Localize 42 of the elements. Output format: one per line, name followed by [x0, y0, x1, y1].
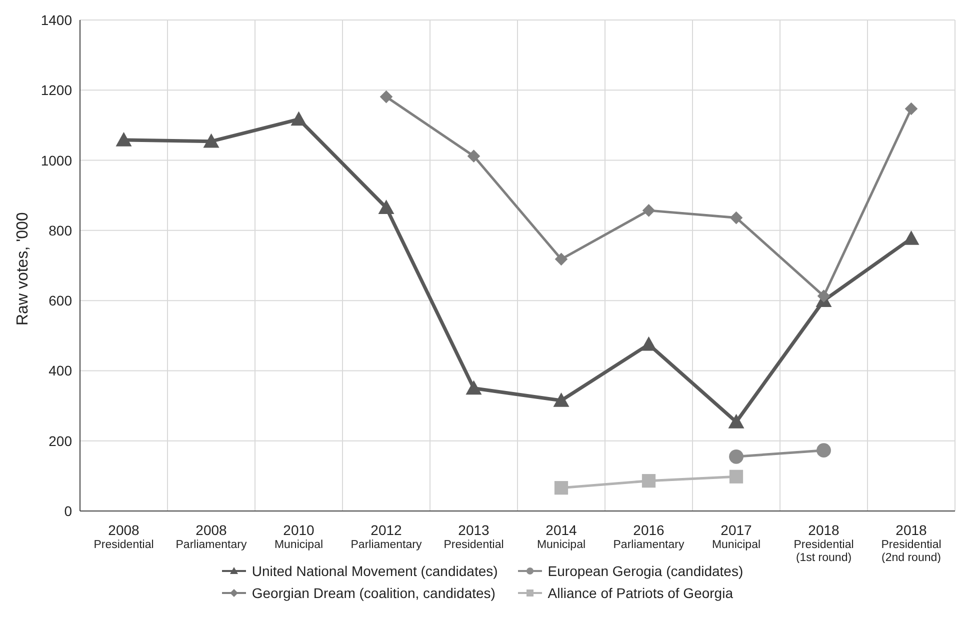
y-tick-label: 1200 — [40, 82, 72, 98]
legend-label: European Gerogia (candidates) — [548, 563, 744, 579]
point — [730, 211, 743, 224]
point — [554, 481, 568, 495]
point — [378, 200, 394, 214]
point — [817, 290, 830, 302]
x-tick-label: 2008 Presidential — [94, 522, 154, 551]
point — [380, 90, 393, 104]
legend-label: United National Movement (candidates) — [252, 563, 498, 579]
point — [640, 336, 657, 351]
point — [466, 380, 482, 395]
point — [642, 474, 656, 488]
y-tick-label: 200 — [48, 432, 72, 449]
point — [728, 414, 744, 428]
y-tick-label: 800 — [48, 222, 72, 238]
point — [553, 392, 570, 407]
point — [729, 449, 744, 464]
legend-label: Georgian Dream (coalition, candidates) — [252, 585, 496, 601]
point — [642, 204, 656, 217]
x-tick-label: 2012 Parliamentary — [350, 522, 422, 551]
point — [203, 133, 220, 148]
x-tick-label: 2017 Municipal — [712, 522, 761, 551]
point — [903, 230, 920, 245]
y-tick-label: 0 — [64, 502, 72, 519]
legend-label: Alliance of Patriots of Georgia — [548, 585, 733, 601]
x-tick-label: 2016 Parliamentary — [613, 522, 684, 551]
point — [729, 470, 744, 484]
point — [290, 111, 307, 126]
point — [467, 150, 480, 162]
x-tick-label: 2010 Municipal — [274, 522, 324, 551]
y-tick-label: 1400 — [40, 12, 72, 28]
point — [816, 443, 831, 458]
y-tick-label: 600 — [48, 292, 72, 309]
point — [554, 252, 568, 266]
y-tick-label: 1000 — [40, 152, 72, 168]
point — [904, 102, 918, 116]
y-axis-title: Raw votes, '000 — [14, 212, 32, 326]
x-tick-label: 2008 Parliamentary — [176, 522, 247, 551]
y-tick-label: 400 — [48, 362, 72, 379]
x-tick-label: 2013 Presidential — [444, 522, 504, 551]
point — [116, 132, 132, 146]
x-tick-label: 2014 Municipal — [536, 522, 586, 551]
